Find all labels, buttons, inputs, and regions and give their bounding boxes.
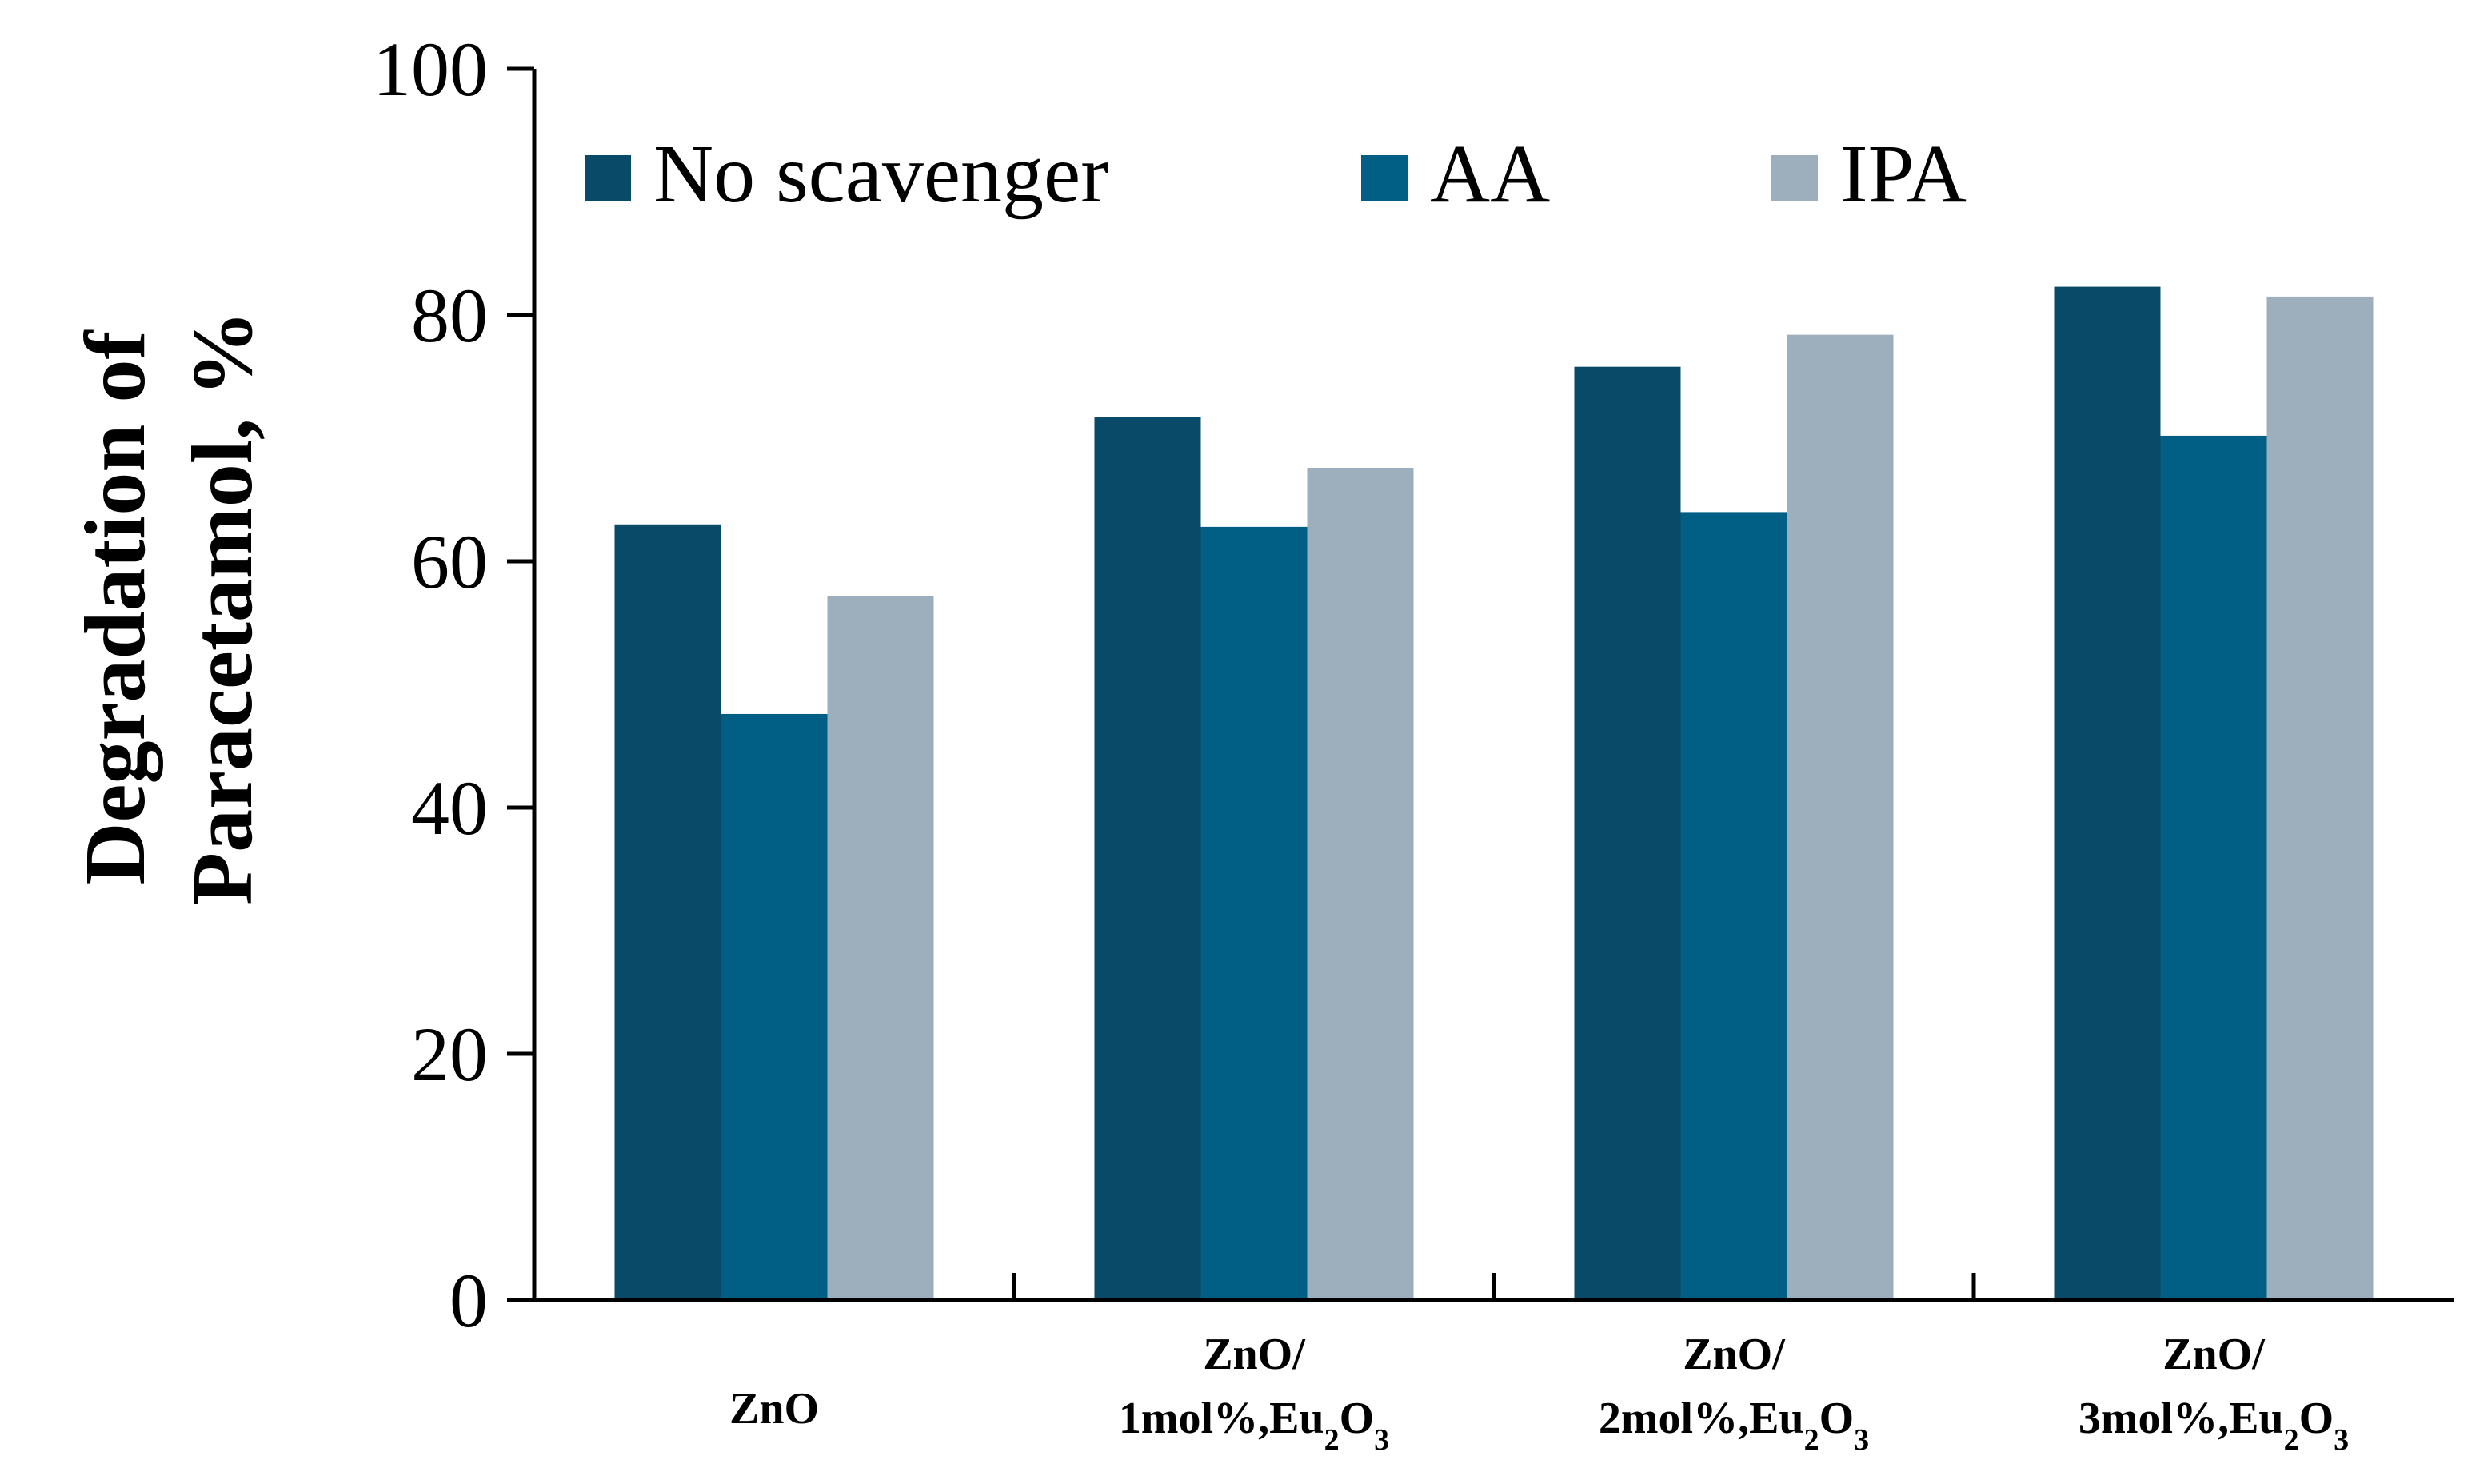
- x-category-label: ZnO/: [2162, 1330, 2266, 1379]
- bar-ipa-3: [1787, 334, 1894, 1300]
- bar-aa-2: [1200, 526, 1308, 1300]
- y-tick-label: 0: [449, 1258, 488, 1343]
- bar-ipa-2: [1307, 467, 1414, 1301]
- x-category-label: ZnO: [729, 1384, 819, 1434]
- bar-aa-4: [2160, 435, 2267, 1301]
- y-tick-label: 40: [411, 765, 488, 851]
- y-tick-label: 20: [411, 1011, 488, 1097]
- y-axis-title-line: Degradation of: [68, 329, 163, 885]
- x-category-label: 3mol%,Eu2O3: [2079, 1394, 2349, 1457]
- y-tick-labels: 0 20 40 60 80 100: [373, 26, 488, 1343]
- bar-no-scavenger-3: [1574, 366, 1681, 1301]
- x-category-label: ZnO/: [1203, 1330, 1306, 1379]
- bar-ipa-4: [2266, 296, 2374, 1300]
- bar-ipa-1: [827, 596, 934, 1300]
- y-tick-label: 60: [411, 519, 488, 604]
- legend: No scavenger AA IPA: [585, 128, 1967, 220]
- legend-swatch: [585, 155, 631, 201]
- legend-swatch: [1771, 155, 1818, 201]
- bar-aa-3: [1680, 512, 1787, 1300]
- legend-swatch: [1361, 155, 1408, 201]
- bar-no-scavenger-4: [2054, 286, 2161, 1301]
- bar-no-scavenger-1: [614, 524, 721, 1300]
- x-category-label: 2mol%,Eu2O3: [1599, 1394, 1869, 1457]
- y-tick-label: 100: [373, 26, 488, 112]
- bars: [614, 286, 2374, 1301]
- legend-label: AA: [1430, 128, 1550, 220]
- axes: [507, 66, 2454, 1302]
- bar-no-scavenger-2: [1094, 417, 1201, 1300]
- legend-label: No scavenger: [653, 128, 1108, 220]
- y-tick-label: 80: [411, 273, 488, 358]
- bar-aa-1: [721, 713, 828, 1300]
- x-category-label: 1mol%,Eu2O3: [1119, 1394, 1389, 1457]
- y-axis-title: Degradation of Paracetamol, %: [68, 310, 270, 905]
- legend-label: IPA: [1840, 128, 1967, 220]
- category-labels: ZnO ZnO/1mol%,Eu2O3 ZnO/2mol%,Eu2O3 ZnO/3mo…: [729, 1330, 2349, 1457]
- x-category-label: ZnO/: [1683, 1330, 1786, 1379]
- y-axis-title-line: Paracetamol, %: [175, 310, 270, 905]
